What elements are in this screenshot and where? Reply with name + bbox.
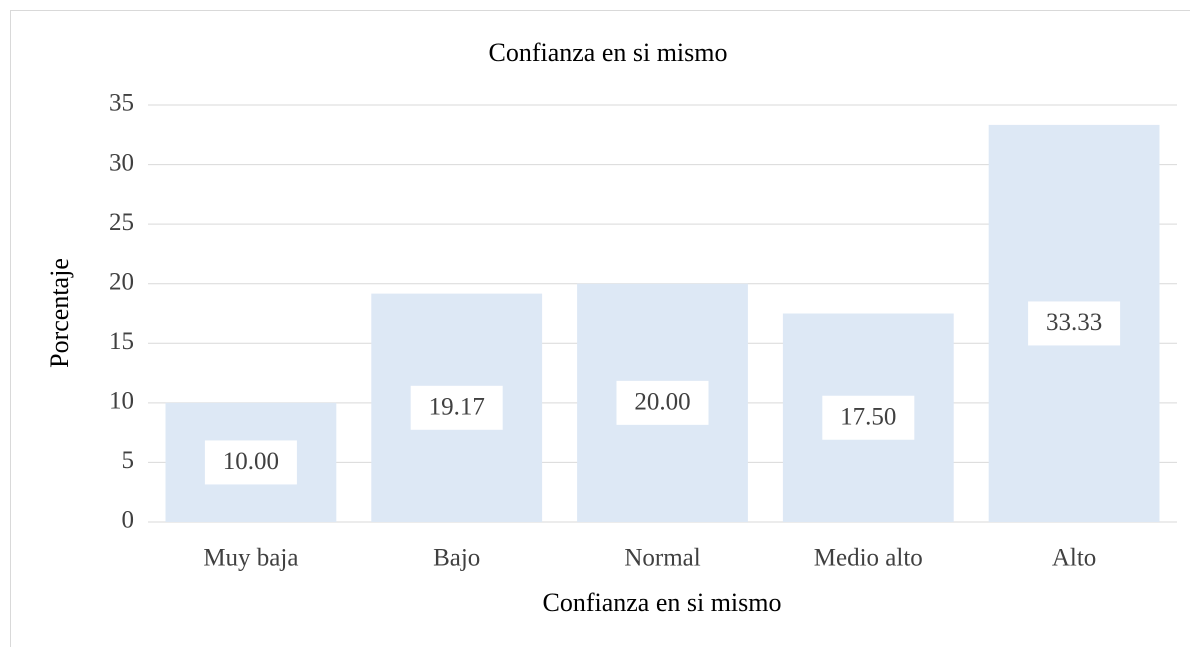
data-label-box <box>1028 301 1121 346</box>
data-label: 20.00 <box>634 389 690 416</box>
x-tick-label: Muy baja <box>203 545 298 572</box>
x-axis-title: Confianza en si mismo <box>542 588 781 617</box>
data-label-box <box>410 385 503 430</box>
y-tick-label: 0 <box>122 507 135 534</box>
chart-title: Confianza en si mismo <box>488 38 727 67</box>
x-tick-label: Medio alto <box>814 545 923 572</box>
x-tick-label: Bajo <box>433 545 480 572</box>
chart-border <box>10 10 1190 647</box>
data-label-box <box>822 395 915 440</box>
data-label-box <box>204 440 297 485</box>
data-label-box <box>616 380 709 425</box>
y-tick-label: 25 <box>109 209 134 236</box>
y-axis-title: Porcentaje <box>45 258 74 368</box>
y-tick-label: 10 <box>109 388 134 415</box>
y-tick-label: 30 <box>109 149 134 176</box>
y-tick-label: 35 <box>109 90 134 117</box>
y-tick-label: 15 <box>109 328 134 355</box>
data-label: 33.33 <box>1046 309 1102 336</box>
data-label: 17.50 <box>840 403 896 430</box>
x-tick-label: Alto <box>1052 545 1096 572</box>
x-tick-label: Normal <box>624 545 700 572</box>
y-tick-label: 5 <box>122 447 135 474</box>
data-label: 19.17 <box>429 394 485 421</box>
y-tick-label: 20 <box>109 268 134 295</box>
data-label: 10.00 <box>223 448 279 475</box>
